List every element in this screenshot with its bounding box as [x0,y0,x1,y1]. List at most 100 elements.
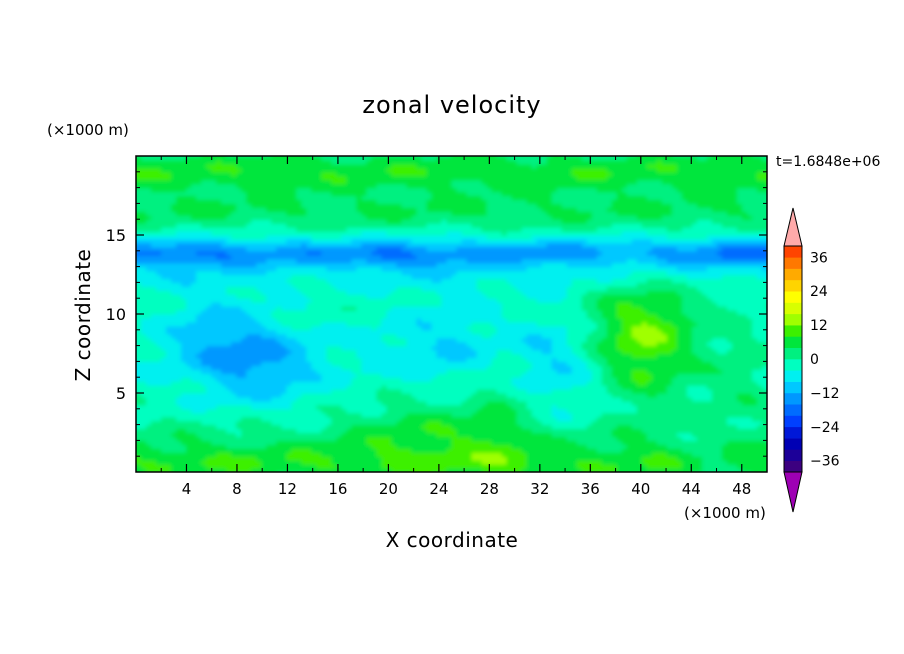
field-cell [346,389,352,394]
field-cell [751,393,758,398]
field-cell [576,341,583,347]
field-cell [701,349,708,355]
field-cell [631,393,638,398]
field-cell [341,432,347,438]
field-cell [746,460,753,465]
field-cell [476,393,483,398]
field-cell [456,349,463,355]
field-cell [546,353,553,359]
field-cell [351,420,357,426]
field-cell [261,333,267,339]
field-cell [506,408,513,414]
field-cell [526,337,533,343]
field-cell [446,396,453,402]
field-cell [281,377,287,382]
field-cell [191,460,197,465]
field-cell [436,432,443,438]
field-cell [516,464,523,469]
field-cell [386,456,393,461]
field-cell [231,468,237,472]
field-cell [241,440,247,445]
field-cell [586,357,593,362]
field-cell [561,408,568,414]
field-cell [476,468,483,472]
field-cell [331,400,337,406]
field-cell [331,464,337,469]
field-cell [706,432,713,438]
field-cell [471,389,478,394]
field-cell [236,329,242,335]
field-cell [201,404,207,410]
field-cell [321,460,327,465]
field-cell [736,400,743,406]
field-cell [316,353,322,359]
field-cell [556,341,563,347]
field-cell [741,369,748,374]
field-cell [681,321,688,327]
field-cell [436,440,443,445]
field-cell [136,365,142,370]
field-cell [171,333,177,339]
field-cell [721,468,728,472]
field-cell [436,337,443,343]
field-cell [301,444,307,449]
field-cell [256,408,262,414]
field-cell [291,345,297,351]
field-cell [451,432,458,438]
field-cell [586,460,593,465]
field-cell [436,436,443,441]
field-cell [186,452,192,457]
field-cell [571,393,578,398]
field-cell [556,452,563,457]
field-cell [711,357,718,362]
field-cell [136,325,142,331]
field-cell [521,464,528,469]
field-cell [756,361,763,366]
field-cell [386,420,393,426]
field-cell [696,468,703,472]
field-cell [286,381,292,386]
field-cell [331,357,337,362]
field-cell [481,456,488,461]
field-cell [421,460,428,465]
field-cell [661,412,668,418]
field-cell [271,369,277,374]
field-cell [241,345,247,351]
field-cell [386,365,393,370]
field-cell [296,452,302,457]
field-cell [386,428,393,434]
field-cell [151,436,157,441]
field-cell [416,321,423,327]
field-cell [301,377,307,382]
field-cell [741,468,748,472]
field-cell [211,396,217,402]
field-cell [656,329,663,335]
field-cell [501,440,508,445]
field-cell [341,341,347,347]
field-cell [371,365,377,370]
field-cell [356,416,362,422]
field-cell [161,333,167,339]
field-cell [146,385,152,390]
field-cell [506,345,513,351]
field-cell [381,408,387,414]
field-cell [181,432,187,438]
field-cell [546,448,553,453]
field-cell [616,408,623,414]
field-cell [471,400,478,406]
field-cell [631,357,638,362]
field-cell [471,408,478,414]
field-cell [321,321,327,327]
field-cell [221,325,227,331]
field-cell [566,329,573,335]
field-cell [281,329,287,335]
field-cell [621,464,628,469]
field-cell [336,416,342,422]
field-cell [431,436,438,441]
field-cell [571,377,578,382]
field-cell [296,436,302,441]
field-cell [356,345,362,351]
field-cell [266,329,272,335]
field-cell [656,424,663,430]
field-cell [291,337,297,343]
